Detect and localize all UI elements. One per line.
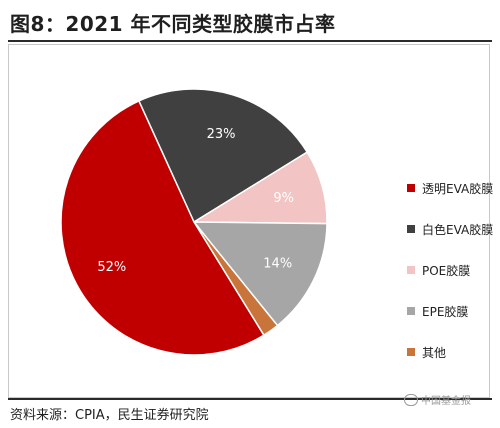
legend-swatch — [407, 266, 415, 274]
pie-slice-white-eva — [137, 88, 309, 224]
data-label-epe: 14% — [263, 257, 292, 272]
data-label-transparent-eva: 52% — [97, 260, 126, 275]
legend-swatch — [407, 184, 415, 192]
chart-title: 图8：2021 年不同类型胶膜市占率 — [10, 12, 336, 36]
legend-item-poe: POE胶膜 — [407, 263, 493, 278]
legend-item-epe: EPE胶膜 — [407, 304, 493, 319]
data-label-white-eva: 23% — [207, 127, 236, 142]
wechat-icon — [404, 393, 418, 406]
legend-item-white-eva: 白色EVA胶膜 — [407, 222, 494, 237]
legend-label: POE胶膜 — [422, 263, 471, 278]
legend-label: EPE胶膜 — [422, 304, 469, 319]
title-divider — [8, 40, 492, 42]
watermark: 中国基金报 — [404, 392, 471, 407]
source-note: 资料来源：CPIA，民生证券研究院 — [10, 408, 209, 423]
legend-item-transparent-eva: 透明EVA胶膜 — [407, 181, 494, 196]
pie-slice-transparent-eva — [60, 99, 265, 356]
legend-swatch — [407, 225, 415, 233]
legend-label: 透明EVA胶膜 — [422, 181, 494, 196]
source-divider — [8, 398, 492, 400]
pie-slice-epe — [192, 221, 328, 327]
legend-swatch — [407, 348, 415, 356]
legend-item-other: 其他 — [407, 345, 493, 360]
chart-area: 23% 9% 14% 52% 透明EVA胶膜 白色EVA胶膜 POE胶膜 EPE胶膜其他 — [8, 44, 493, 398]
legend-swatch — [407, 307, 415, 315]
legend-label: 白色EVA胶膜 — [422, 222, 494, 237]
legend: 透明EVA胶膜 白色EVA胶膜 POE胶膜 EPE胶膜其他 — [407, 181, 493, 386]
legend-label: 其他 — [422, 345, 447, 360]
watermark-text: 中国基金报 — [421, 396, 471, 407]
data-label-poe: 9% — [273, 191, 294, 206]
pie-chart: 23% 9% 14% 52% — [60, 88, 328, 356]
